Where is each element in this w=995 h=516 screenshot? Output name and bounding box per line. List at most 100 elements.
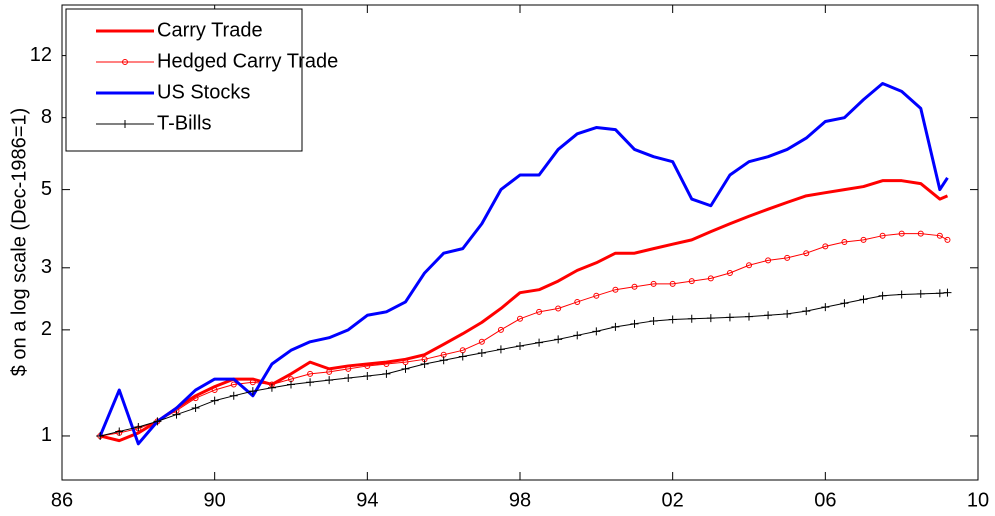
point-marker — [898, 230, 905, 237]
point-marker — [668, 315, 677, 324]
x-tick-label: 02 — [662, 489, 684, 511]
point-marker — [859, 295, 868, 304]
point-marker — [573, 331, 582, 340]
point-marker — [382, 369, 391, 378]
point-marker — [592, 327, 601, 336]
point-marker — [420, 360, 429, 369]
point-marker — [707, 275, 714, 282]
point-marker — [936, 232, 943, 239]
point-marker — [916, 289, 925, 298]
point-marker — [306, 378, 315, 387]
point-marker — [325, 376, 334, 385]
point-marker — [517, 315, 523, 322]
point-marker — [287, 380, 295, 389]
series-line — [99, 179, 949, 443]
x-tick-label: 90 — [204, 489, 226, 511]
point-marker — [783, 309, 792, 318]
point-marker — [897, 290, 906, 299]
point-marker — [134, 423, 143, 432]
x-tick-label: 98 — [509, 489, 531, 511]
point-marker — [210, 396, 219, 405]
point-marker — [765, 257, 772, 264]
point-marker — [688, 278, 695, 285]
point-marker — [248, 387, 257, 396]
point-marker — [745, 312, 753, 321]
point-marker — [803, 250, 810, 257]
legend-label: Hedged Carry Trade — [157, 50, 338, 72]
point-marker — [345, 365, 352, 372]
y-tick-label: 12 — [30, 44, 52, 66]
point-marker — [725, 313, 734, 322]
legend-marker — [122, 59, 128, 65]
point-marker — [497, 326, 504, 333]
point-marker — [383, 361, 390, 368]
point-marker — [477, 348, 486, 357]
point-marker — [631, 283, 638, 290]
y-axis-label: $ on a log scale (Dec-1986=1) — [8, 108, 30, 377]
point-marker — [706, 314, 715, 323]
y-tick-label: 8 — [41, 106, 52, 128]
point-marker — [115, 427, 124, 436]
point-marker — [536, 308, 543, 315]
point-marker — [878, 291, 887, 300]
point-marker — [822, 243, 829, 250]
point-marker — [363, 371, 372, 380]
point-marker — [211, 387, 218, 394]
point-marker — [401, 364, 410, 373]
x-tick-label: 86 — [51, 489, 73, 511]
legend-marker — [121, 120, 129, 128]
x-tick-label: 06 — [814, 489, 836, 511]
point-marker — [943, 288, 952, 297]
point-marker — [935, 289, 944, 298]
point-marker — [96, 431, 105, 440]
point-marker — [554, 335, 563, 344]
series-line — [100, 292, 948, 437]
point-marker — [574, 298, 581, 305]
point-marker — [364, 362, 371, 369]
point-marker — [307, 370, 314, 377]
point-marker — [267, 383, 276, 392]
point-marker — [516, 341, 524, 350]
point-marker — [611, 322, 620, 331]
point-marker — [650, 280, 657, 287]
point-marker — [344, 374, 353, 383]
point-marker — [669, 280, 676, 287]
y-tick-label: 5 — [41, 178, 52, 200]
point-marker — [649, 316, 658, 325]
point-marker — [802, 307, 811, 316]
point-marker — [593, 292, 600, 299]
point-marker — [439, 356, 448, 365]
series-line — [98, 82, 949, 446]
point-marker — [841, 239, 848, 246]
legend-label: Carry Trade — [157, 19, 263, 41]
legend-label: US Stocks — [157, 81, 250, 103]
point-marker — [555, 305, 562, 312]
point-marker — [496, 345, 505, 354]
point-marker — [612, 286, 619, 293]
point-marker — [153, 417, 162, 426]
point-marker — [821, 303, 830, 312]
point-marker — [917, 230, 924, 237]
point-marker — [944, 236, 951, 243]
legend-box — [65, 8, 303, 152]
y-tick-label: 2 — [41, 318, 52, 340]
point-marker — [192, 395, 199, 402]
point-marker — [478, 338, 485, 345]
point-marker — [249, 379, 256, 386]
y-tick-label: 1 — [41, 424, 52, 446]
point-marker — [230, 381, 237, 388]
point-marker — [687, 314, 696, 323]
point-marker — [326, 368, 333, 375]
point-marker — [535, 338, 544, 347]
point-marker — [860, 236, 867, 243]
y-tick-label: 3 — [41, 256, 52, 278]
point-marker — [458, 352, 467, 361]
point-marker — [172, 410, 181, 419]
point-marker — [784, 254, 791, 261]
legend-label: T-Bills — [157, 112, 211, 134]
point-marker — [726, 269, 733, 276]
series-line — [100, 233, 948, 437]
x-tick-label: 10 — [967, 489, 989, 511]
point-marker — [630, 319, 639, 328]
point-marker — [191, 404, 200, 413]
